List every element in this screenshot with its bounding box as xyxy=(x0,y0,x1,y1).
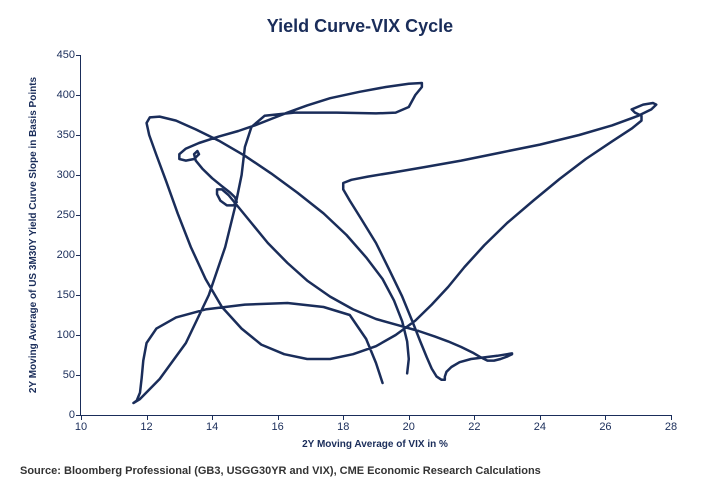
x-tick-mark xyxy=(212,415,213,420)
y-tick-mark xyxy=(76,335,81,336)
x-tick-mark xyxy=(278,415,279,420)
chart-container: Yield Curve-VIX Cycle 050100150200250300… xyxy=(0,0,720,500)
chart-title: Yield Curve-VIX Cycle xyxy=(0,0,720,37)
x-tick-mark xyxy=(147,415,148,420)
x-tick-mark xyxy=(409,415,410,420)
x-tick-mark xyxy=(540,415,541,420)
x-tick-mark xyxy=(474,415,475,420)
y-tick-mark xyxy=(76,255,81,256)
x-axis-label: 2Y Moving Average of VIX in % xyxy=(302,439,448,450)
y-axis-label: 2Y Moving Average of US 3M30Y Yield Curv… xyxy=(28,77,39,393)
x-tick-mark xyxy=(81,415,82,420)
y-tick-mark xyxy=(76,295,81,296)
x-tick-mark xyxy=(605,415,606,420)
source-attribution: Source: Bloomberg Professional (GB3, USG… xyxy=(20,465,541,477)
y-tick-mark xyxy=(76,135,81,136)
line-path xyxy=(81,55,671,415)
y-tick-mark xyxy=(76,95,81,96)
y-tick-mark xyxy=(76,215,81,216)
plot-area: 0501001502002503003504004501012141618202… xyxy=(80,55,671,416)
y-tick-mark xyxy=(76,375,81,376)
data-line xyxy=(133,83,656,403)
y-tick-mark xyxy=(76,175,81,176)
x-tick-mark xyxy=(343,415,344,420)
x-tick-mark xyxy=(671,415,672,420)
y-tick-mark xyxy=(76,55,81,56)
